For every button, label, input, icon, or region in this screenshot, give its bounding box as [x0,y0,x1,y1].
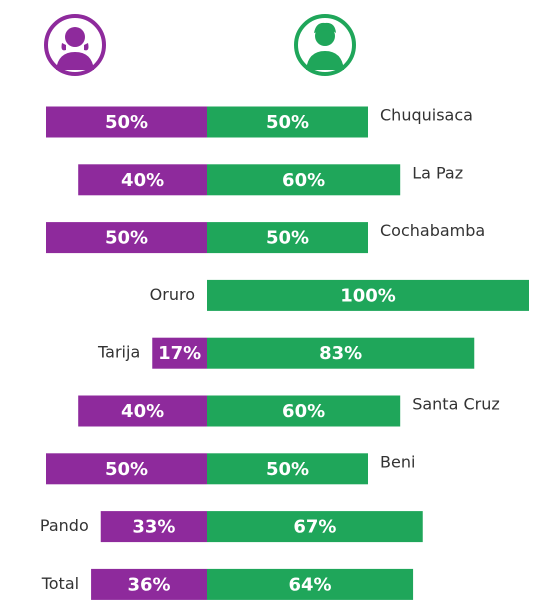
category-label: Beni [380,452,415,471]
category-label: Chuquisaca [380,106,473,125]
male-bar [207,453,368,485]
female-value-label: 33% [132,517,175,538]
male-bar [207,511,423,543]
female-value-label: 40% [121,170,164,191]
female-bar [46,453,207,485]
male-bar [207,395,401,427]
female-value-label: 50% [105,112,148,133]
category-label: Oruro [150,285,195,304]
female-value-label: 40% [121,401,164,422]
male-value-label: 50% [266,459,309,480]
female-value-label: 50% [105,459,148,480]
male-bar [207,337,475,369]
female-bar [152,337,207,369]
male-value-label: 50% [266,112,309,133]
category-label: Tarija [97,343,140,362]
male-bar [207,568,414,600]
male-value-label: 60% [282,170,325,191]
male-icon [294,14,356,76]
female-bar [46,106,207,138]
male-bar [207,222,368,254]
female-value-label: 50% [105,228,148,249]
male-bar [207,106,368,138]
female-icon [44,14,106,76]
male-value-label: 50% [266,228,309,249]
male-value-label: 60% [282,401,325,422]
female-bar [100,511,207,543]
male-value-label: 83% [319,343,362,364]
female-bar [46,222,207,254]
male-bar [207,164,401,196]
male-bar [207,279,529,311]
female-bar [78,164,207,196]
category-label: Total [41,574,79,593]
male-value-label: 64% [288,574,331,595]
female-value-label: 17% [158,343,201,364]
category-label: Cochabamba [380,221,485,240]
category-label: Santa Cruz [412,395,500,414]
category-label: La Paz [412,163,463,182]
female-bar [91,568,207,600]
male-value-label: 67% [293,517,336,538]
female-value-label: 36% [127,574,170,595]
female-bar [78,395,207,427]
male-value-label: 100% [340,285,396,306]
category-label: Pando [40,516,89,535]
